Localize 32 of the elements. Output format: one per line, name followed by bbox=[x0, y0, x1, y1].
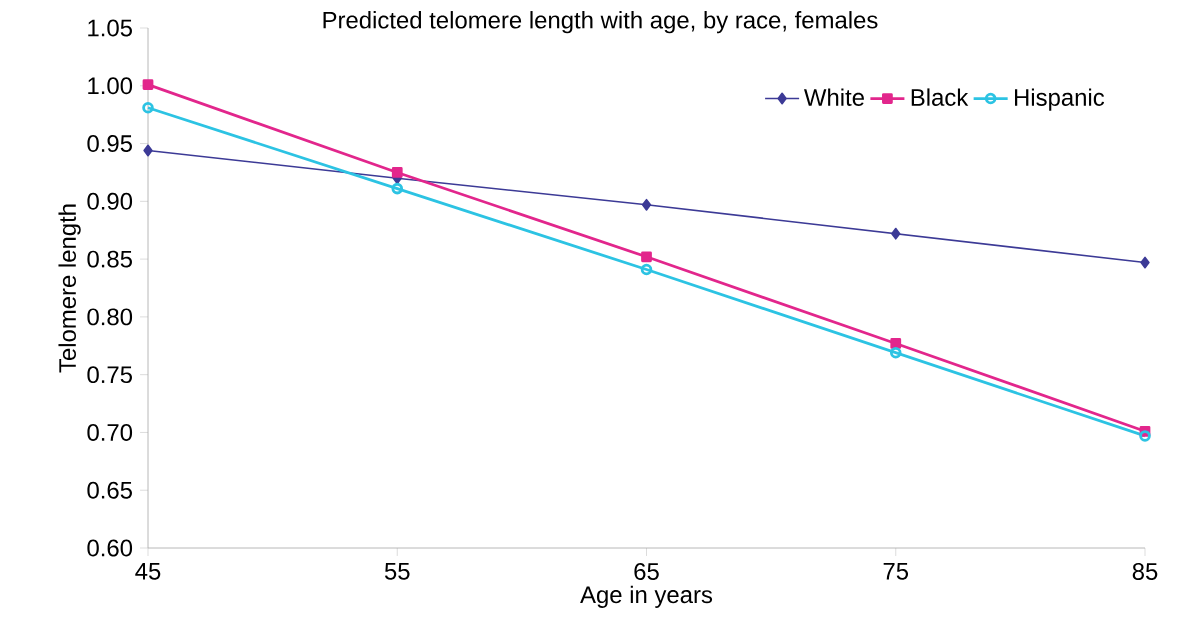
point bbox=[890, 338, 902, 349]
point bbox=[391, 182, 404, 195]
x-tick-label: 75 bbox=[883, 563, 909, 580]
chart-title: Predicted telomere length with age, by race, females bbox=[323, 11, 878, 34]
y-tick-label: 0.90 bbox=[87, 192, 133, 210]
point bbox=[889, 346, 902, 359]
x-tick-label: 55 bbox=[384, 563, 410, 580]
y-axis-title: Telomere length bbox=[58, 204, 81, 373]
x-tick-label: 65 bbox=[634, 563, 659, 580]
legend-label: White bbox=[803, 88, 864, 106]
point bbox=[640, 263, 653, 276]
point bbox=[891, 227, 901, 240]
legend-label: Black bbox=[911, 88, 969, 106]
y-tick-label: 0.95 bbox=[87, 135, 132, 152]
point bbox=[641, 198, 652, 211]
x-tick-label: 45 bbox=[135, 563, 161, 580]
y-tick-label: 0.70 bbox=[87, 423, 133, 441]
y-tick-label: 0.75 bbox=[87, 366, 132, 384]
point bbox=[391, 167, 403, 178]
x-axis-title: Age in years bbox=[580, 585, 713, 608]
point bbox=[143, 144, 153, 157]
y-tick-label: 1.00 bbox=[88, 77, 133, 95]
y-tick-label: 0.80 bbox=[87, 308, 133, 326]
legend-label: Hispanic bbox=[1015, 88, 1105, 111]
x-tick-label: 85 bbox=[1132, 563, 1158, 580]
point bbox=[142, 79, 154, 90]
y-tick-label: 0.60 bbox=[87, 539, 133, 557]
y-tick-label: 0.85 bbox=[87, 250, 132, 268]
y-tick-label: 1.05 bbox=[88, 19, 132, 37]
point bbox=[641, 251, 652, 263]
y-tick-label: 0.65 bbox=[87, 481, 132, 499]
point bbox=[1140, 256, 1150, 269]
